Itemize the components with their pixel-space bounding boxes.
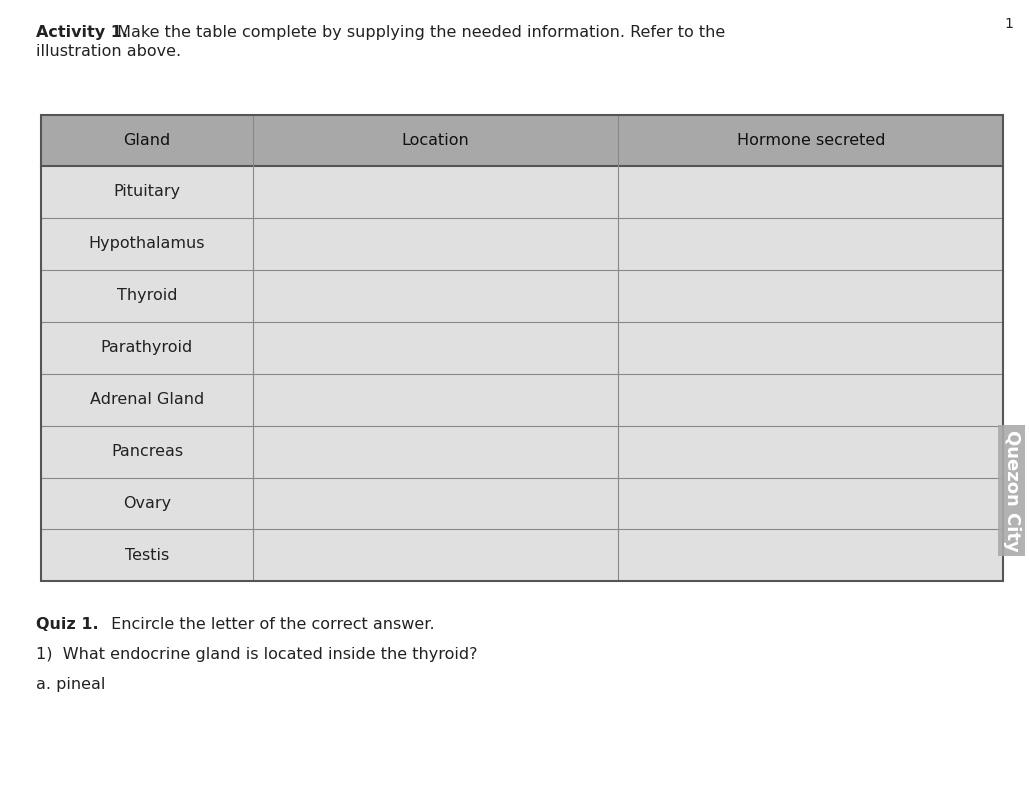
Text: Hypothalamus: Hypothalamus [88,237,205,252]
Text: Activity 1.: Activity 1. [36,25,128,40]
Bar [41,270,1003,322]
Bar [41,322,1003,373]
Text: Hormone secreted: Hormone secreted [737,133,885,148]
Text: Location: Location [401,133,469,148]
Text: Thyroid: Thyroid [116,289,177,303]
Text: Pancreas: Pancreas [111,444,183,459]
Bar [41,529,1003,581]
Text: Pituitary: Pituitary [113,184,180,199]
Bar [41,115,1003,166]
Text: Parathyroid: Parathyroid [101,340,193,355]
Text: Encircle the letter of the correct answer.: Encircle the letter of the correct answe… [106,617,434,632]
Bar [41,373,1003,426]
Bar [41,426,1003,478]
Text: Quezon City: Quezon City [1003,430,1021,551]
Text: a. pineal: a. pineal [36,677,105,692]
Text: Testis: Testis [125,548,169,563]
Text: Adrenal Gland: Adrenal Gland [90,392,204,407]
Bar [41,115,1003,581]
Text: illustration above.: illustration above. [36,44,181,59]
Bar [41,218,1003,270]
Text: 1: 1 [1004,17,1014,32]
Text: Ovary: Ovary [122,496,171,511]
Text: Quiz 1.: Quiz 1. [36,617,99,632]
Text: Gland: Gland [123,133,171,148]
Text: Make the table complete by supplying the needed information. Refer to the: Make the table complete by supplying the… [112,25,725,40]
Bar [41,166,1003,218]
Bar [41,478,1003,529]
Text: 1)  What endocrine gland is located inside the thyroid?: 1) What endocrine gland is located insid… [36,647,477,662]
